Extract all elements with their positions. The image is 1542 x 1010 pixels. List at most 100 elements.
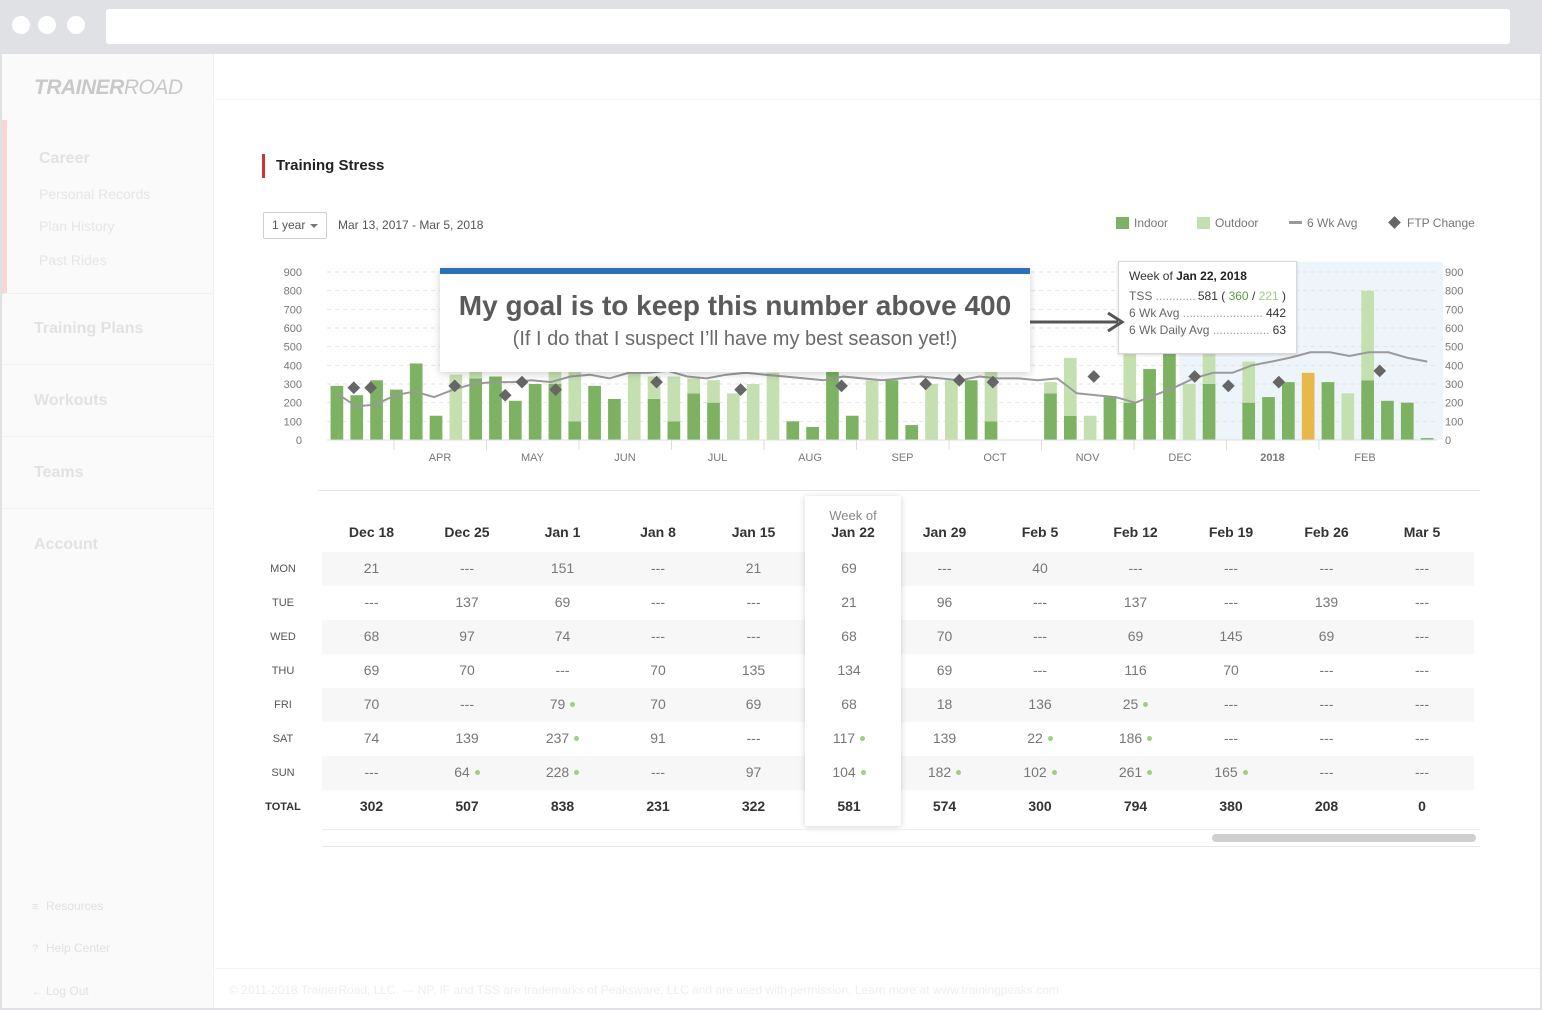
table-cell[interactable]: 69 <box>802 560 897 576</box>
table-cell[interactable]: --- <box>324 764 419 780</box>
table-cell[interactable]: 102 <box>993 764 1088 780</box>
window-close-icon[interactable] <box>12 16 30 34</box>
table-cell[interactable]: 139 <box>1279 594 1374 610</box>
table-cell[interactable]: --- <box>706 594 801 610</box>
table-cell[interactable]: --- <box>611 628 706 644</box>
column-header[interactable]: Feb 26 <box>1304 524 1349 540</box>
table-cell[interactable]: 69 <box>324 662 419 678</box>
table-cell[interactable]: 68 <box>802 696 897 712</box>
table-cell[interactable]: 182 <box>897 764 992 780</box>
selected-week-column[interactable]: Week of Jan 22 <box>805 496 901 826</box>
window-maximize-icon[interactable] <box>67 16 85 34</box>
training-stress-chart[interactable]: 900 900 800 800 700 700 600 600 500 500 400 400 300 3… <box>252 254 1492 476</box>
table-cell[interactable]: --- <box>897 560 992 576</box>
table-cell[interactable]: --- <box>1184 560 1279 576</box>
nav-career[interactable]: Career <box>39 150 90 167</box>
nav-plan-history[interactable]: Plan History <box>39 218 115 234</box>
table-cell[interactable]: 151 <box>515 560 610 576</box>
window-minimize-icon[interactable] <box>38 16 56 34</box>
table-cell[interactable]: 70 <box>611 696 706 712</box>
table-cell[interactable]: --- <box>611 594 706 610</box>
table-cell[interactable]: 68 <box>324 628 419 644</box>
table-cell[interactable]: --- <box>1375 764 1470 780</box>
table-cell[interactable]: 68 <box>802 628 897 644</box>
table-cell[interactable]: 186 <box>1088 730 1183 746</box>
table-cell[interactable]: 74 <box>515 628 610 644</box>
column-header[interactable]: Feb 19 <box>1208 524 1254 540</box>
table-cell[interactable]: 165 <box>1184 764 1279 780</box>
column-header[interactable]: Jan 29 <box>922 524 967 540</box>
table-cell[interactable]: 69 <box>1088 628 1183 644</box>
table-cell[interactable]: --- <box>611 764 706 780</box>
table-cell[interactable]: 139 <box>420 730 515 746</box>
column-header[interactable]: Jan 1 <box>544 524 581 540</box>
legend-avg[interactable]: 6 Wk Avg <box>1289 216 1357 230</box>
table-cell[interactable]: 134 <box>802 662 897 678</box>
table-cell[interactable]: 25 <box>1088 696 1183 712</box>
table-cell[interactable]: 69 <box>515 594 610 610</box>
table-cell[interactable]: 136 <box>993 696 1088 712</box>
legend-ftp[interactable]: FTP Change <box>1388 216 1475 230</box>
table-cell[interactable]: 64 <box>420 764 515 780</box>
table-cell[interactable]: --- <box>1375 696 1470 712</box>
table-cell[interactable]: --- <box>993 662 1088 678</box>
column-header[interactable]: Feb 5 <box>1021 524 1059 540</box>
table-cell[interactable]: 116 <box>1088 662 1183 678</box>
table-cell[interactable]: --- <box>420 696 515 712</box>
table-cell[interactable]: 21 <box>802 594 897 610</box>
footer-link-logout[interactable]: ← Log Out <box>32 984 89 998</box>
table-cell[interactable]: --- <box>1184 696 1279 712</box>
table-cell[interactable]: --- <box>1375 628 1470 644</box>
horizontal-scrollbar[interactable] <box>1212 834 1476 842</box>
column-header[interactable]: Dec 25 <box>444 524 490 540</box>
logo[interactable]: TRAINERROAD <box>34 76 183 100</box>
column-header[interactable]: Jan 15 <box>731 524 776 540</box>
table-cell[interactable]: --- <box>611 560 706 576</box>
table-cell[interactable]: --- <box>706 628 801 644</box>
table-cell[interactable]: --- <box>993 594 1088 610</box>
table-cell[interactable]: 22 <box>993 730 1088 746</box>
table-cell[interactable]: 139 <box>897 730 992 746</box>
nav-training-plans[interactable]: Training Plans <box>34 320 144 337</box>
table-cell[interactable]: 21 <box>706 560 801 576</box>
table-cell[interactable]: --- <box>1375 730 1470 746</box>
table-cell[interactable]: 137 <box>420 594 515 610</box>
nav-teams[interactable]: Teams <box>34 464 84 481</box>
table-cell[interactable]: --- <box>1279 696 1374 712</box>
table-cell[interactable]: 79 <box>515 696 610 712</box>
nav-personal-records[interactable]: Personal Records <box>39 186 151 202</box>
table-cell[interactable]: --- <box>515 662 610 678</box>
table-cell[interactable]: --- <box>1184 730 1279 746</box>
nav-account[interactable]: Account <box>34 536 98 553</box>
column-header[interactable]: Dec 18 <box>348 524 395 540</box>
nav-workouts[interactable]: Workouts <box>34 392 108 409</box>
table-cell[interactable]: --- <box>1279 560 1374 576</box>
table-cell[interactable]: 97 <box>420 628 515 644</box>
table-cell[interactable]: --- <box>1279 730 1374 746</box>
nav-past-rides[interactable]: Past Rides <box>39 252 107 268</box>
table-cell[interactable]: 96 <box>897 594 992 610</box>
footer-link-help[interactable]: ? Help Center <box>32 941 110 955</box>
range-select[interactable]: 1 year <box>263 212 327 239</box>
table-cell[interactable]: 21 <box>324 560 419 576</box>
table-cell[interactable]: 70 <box>1184 662 1279 678</box>
table-cell[interactable]: 18 <box>897 696 992 712</box>
table-cell[interactable]: --- <box>1375 662 1470 678</box>
table-cell[interactable]: 237 <box>515 730 610 746</box>
table-cell[interactable]: 70 <box>897 628 992 644</box>
table-cell[interactable]: 70 <box>420 662 515 678</box>
table-cell[interactable]: 145 <box>1184 628 1279 644</box>
table-cell[interactable]: --- <box>993 628 1088 644</box>
table-cell[interactable]: 40 <box>993 560 1088 576</box>
table-cell[interactable]: --- <box>420 560 515 576</box>
table-cell[interactable]: 69 <box>706 696 801 712</box>
table-cell[interactable]: --- <box>1088 560 1183 576</box>
column-header[interactable]: Jan 8 <box>640 524 676 540</box>
table-cell[interactable]: --- <box>1184 594 1279 610</box>
table-cell[interactable]: 261 <box>1088 764 1183 780</box>
table-cell[interactable]: 117 <box>802 730 897 746</box>
column-header[interactable]: Feb 12 <box>1113 524 1158 540</box>
table-cell[interactable]: 70 <box>324 696 419 712</box>
footer-link-resources[interactable]: ≡ Resources <box>32 899 103 913</box>
table-cell[interactable]: --- <box>706 730 801 746</box>
